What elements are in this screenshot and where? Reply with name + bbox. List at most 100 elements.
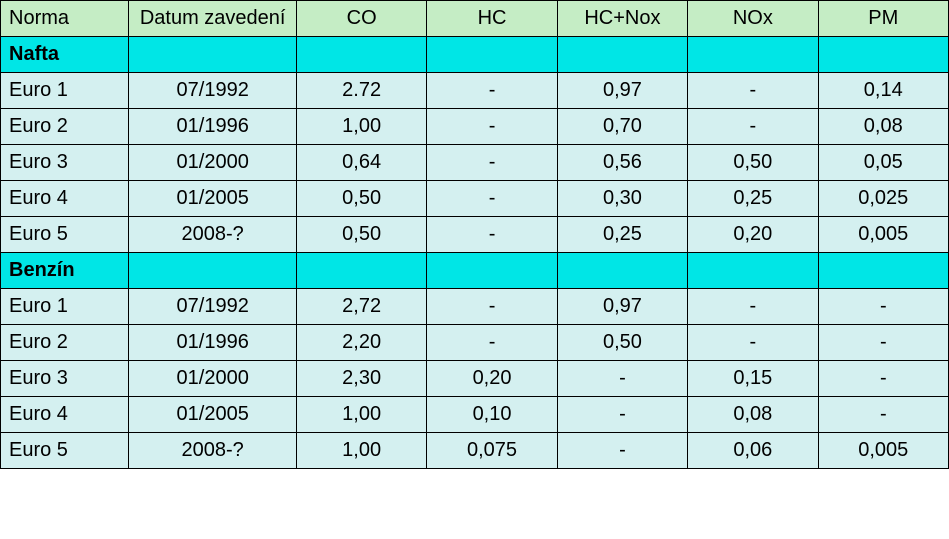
table-row: Euro 52008-?1,000,075-0,060,005 — [1, 433, 949, 469]
cell-hc: - — [427, 325, 557, 361]
table-row: Euro 401/20051,000,10-0,08- — [1, 397, 949, 433]
cell-hcnox: 0,97 — [557, 73, 687, 109]
cell-norma: Euro 5 — [1, 433, 129, 469]
table-body: NaftaEuro 107/19922.72-0,97-0,14Euro 201… — [1, 37, 949, 469]
cell-hc: - — [427, 145, 557, 181]
cell-nox: 0,15 — [688, 361, 818, 397]
cell-norma: Euro 4 — [1, 181, 129, 217]
section-empty-cell — [818, 37, 948, 73]
cell-norma: Euro 1 — [1, 73, 129, 109]
section-row: Nafta — [1, 37, 949, 73]
cell-hcnox: - — [557, 433, 687, 469]
table-row: Euro 301/20002,300,20-0,15- — [1, 361, 949, 397]
cell-hc: 0,20 — [427, 361, 557, 397]
cell-datum: 01/2000 — [129, 145, 297, 181]
cell-hc: 0,075 — [427, 433, 557, 469]
section-title: Nafta — [1, 37, 129, 73]
cell-datum: 2008-? — [129, 217, 297, 253]
cell-datum: 2008-? — [129, 433, 297, 469]
table-header-row: Norma Datum zavedení CO HC HC+Nox NOx PM — [1, 1, 949, 37]
cell-datum: 01/2005 — [129, 397, 297, 433]
cell-datum: 01/1996 — [129, 109, 297, 145]
cell-co: 2.72 — [296, 73, 426, 109]
cell-datum: 01/2000 — [129, 361, 297, 397]
col-header-co: CO — [296, 1, 426, 37]
cell-pm: - — [818, 325, 948, 361]
cell-nox: 0,06 — [688, 433, 818, 469]
cell-co: 1,00 — [296, 433, 426, 469]
cell-nox: 0,20 — [688, 217, 818, 253]
col-header-datum: Datum zavedení — [129, 1, 297, 37]
cell-hc: - — [427, 289, 557, 325]
table-row: Euro 107/19922,72-0,97-- — [1, 289, 949, 325]
cell-hc: - — [427, 109, 557, 145]
table-row: Euro 201/19962,20-0,50-- — [1, 325, 949, 361]
cell-co: 2,72 — [296, 289, 426, 325]
cell-hc: - — [427, 181, 557, 217]
cell-co: 0,50 — [296, 217, 426, 253]
cell-hcnox: 0,25 — [557, 217, 687, 253]
section-empty-cell — [557, 37, 687, 73]
table-row: Euro 401/20050,50-0,300,250,025 — [1, 181, 949, 217]
cell-pm: - — [818, 397, 948, 433]
section-empty-cell — [688, 37, 818, 73]
cell-co: 1,00 — [296, 397, 426, 433]
cell-hcnox: 0,50 — [557, 325, 687, 361]
cell-pm: 0,025 — [818, 181, 948, 217]
emissions-table: Norma Datum zavedení CO HC HC+Nox NOx PM… — [0, 0, 949, 469]
section-title: Benzín — [1, 253, 129, 289]
cell-pm: 0,08 — [818, 109, 948, 145]
cell-nox: - — [688, 325, 818, 361]
cell-nox: - — [688, 73, 818, 109]
col-header-norma: Norma — [1, 1, 129, 37]
table-row: Euro 52008-?0,50-0,250,200,005 — [1, 217, 949, 253]
cell-norma: Euro 3 — [1, 145, 129, 181]
col-header-hcnox: HC+Nox — [557, 1, 687, 37]
cell-hc: - — [427, 73, 557, 109]
cell-nox: 0,25 — [688, 181, 818, 217]
cell-norma: Euro 1 — [1, 289, 129, 325]
cell-hcnox: 0,30 — [557, 181, 687, 217]
cell-pm: - — [818, 361, 948, 397]
section-empty-cell — [557, 253, 687, 289]
table-row: Euro 107/19922.72-0,97-0,14 — [1, 73, 949, 109]
cell-hc: 0,10 — [427, 397, 557, 433]
table-row: Euro 301/20000,64-0,560,500,05 — [1, 145, 949, 181]
cell-hcnox: 0,70 — [557, 109, 687, 145]
cell-nox: 0,08 — [688, 397, 818, 433]
cell-nox: - — [688, 109, 818, 145]
cell-norma: Euro 5 — [1, 217, 129, 253]
cell-co: 1,00 — [296, 109, 426, 145]
cell-norma: Euro 3 — [1, 361, 129, 397]
section-empty-cell — [129, 37, 297, 73]
section-empty-cell — [129, 253, 297, 289]
section-empty-cell — [688, 253, 818, 289]
section-empty-cell — [427, 253, 557, 289]
col-header-pm: PM — [818, 1, 948, 37]
cell-co: 2,20 — [296, 325, 426, 361]
cell-norma: Euro 4 — [1, 397, 129, 433]
col-header-hc: HC — [427, 1, 557, 37]
cell-norma: Euro 2 — [1, 109, 129, 145]
cell-pm: - — [818, 289, 948, 325]
cell-datum: 01/1996 — [129, 325, 297, 361]
cell-co: 2,30 — [296, 361, 426, 397]
col-header-nox: NOx — [688, 1, 818, 37]
cell-nox: - — [688, 289, 818, 325]
section-empty-cell — [296, 37, 426, 73]
section-empty-cell — [296, 253, 426, 289]
section-empty-cell — [818, 253, 948, 289]
cell-co: 0,64 — [296, 145, 426, 181]
cell-hcnox: 0,56 — [557, 145, 687, 181]
cell-nox: 0,50 — [688, 145, 818, 181]
cell-pm: 0,05 — [818, 145, 948, 181]
cell-hcnox: - — [557, 397, 687, 433]
cell-datum: 01/2005 — [129, 181, 297, 217]
cell-hcnox: - — [557, 361, 687, 397]
cell-pm: 0,005 — [818, 217, 948, 253]
cell-datum: 07/1992 — [129, 73, 297, 109]
cell-pm: 0,14 — [818, 73, 948, 109]
cell-hcnox: 0,97 — [557, 289, 687, 325]
cell-co: 0,50 — [296, 181, 426, 217]
table-row: Euro 201/19961,00-0,70-0,08 — [1, 109, 949, 145]
